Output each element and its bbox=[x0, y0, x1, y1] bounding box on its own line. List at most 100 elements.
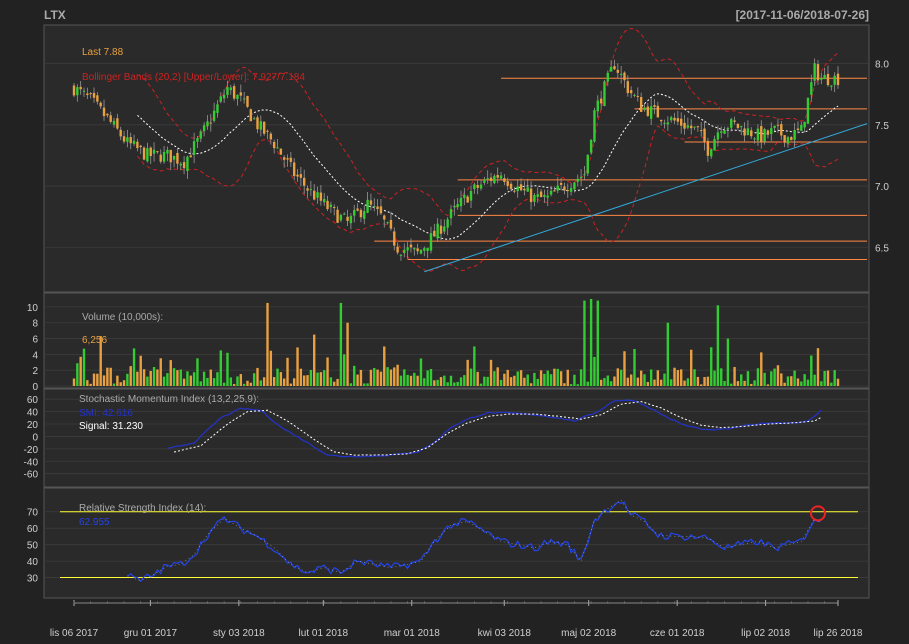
candle-body bbox=[596, 100, 599, 112]
candle-body bbox=[209, 122, 212, 124]
candle-body bbox=[713, 138, 716, 151]
candle-body bbox=[636, 95, 640, 97]
volume-bar bbox=[589, 299, 593, 386]
candle-body bbox=[112, 120, 116, 125]
candle-body bbox=[760, 126, 763, 143]
candle-body bbox=[456, 204, 459, 208]
volume-bar bbox=[252, 373, 256, 386]
candle-body bbox=[469, 191, 473, 201]
rsi-y-tick-label: 70 bbox=[27, 508, 39, 519]
volume-bar bbox=[543, 373, 546, 386]
candle-body bbox=[833, 75, 836, 85]
bbands-upper-line bbox=[137, 27, 839, 216]
volume-bar bbox=[656, 370, 660, 386]
volume-bar bbox=[646, 381, 650, 386]
candle-body bbox=[606, 72, 609, 82]
volume-bar bbox=[473, 346, 476, 386]
candle-body bbox=[556, 185, 559, 191]
candle-body bbox=[489, 177, 493, 182]
candle-body bbox=[683, 122, 686, 129]
volume-bar bbox=[649, 369, 653, 386]
candle-body bbox=[403, 249, 406, 253]
volume-bar bbox=[636, 377, 640, 386]
volume-bar bbox=[333, 381, 336, 386]
volume-bar bbox=[766, 384, 770, 386]
candle-body bbox=[132, 140, 136, 144]
candle-body bbox=[473, 184, 476, 190]
volume-bar bbox=[509, 377, 513, 386]
candle-body bbox=[439, 225, 443, 234]
candle-body bbox=[703, 128, 706, 143]
candle-body bbox=[429, 233, 433, 251]
volume-bar bbox=[79, 356, 82, 386]
volume-bar bbox=[216, 372, 219, 386]
volume-bar bbox=[343, 354, 346, 386]
candle-body bbox=[419, 249, 423, 254]
rsi-value: 62.955 bbox=[79, 517, 110, 528]
volume-bar bbox=[276, 368, 279, 386]
candle-body bbox=[823, 74, 826, 80]
volume-bar bbox=[376, 369, 379, 386]
candle-body bbox=[546, 195, 549, 198]
volume-bar bbox=[236, 376, 239, 386]
volume-bar bbox=[259, 380, 263, 386]
volume-bar bbox=[716, 305, 720, 386]
candle-body bbox=[89, 93, 92, 95]
candle-body bbox=[406, 247, 409, 251]
candle-body bbox=[826, 73, 830, 86]
volume-bar bbox=[503, 373, 506, 386]
volume-bar bbox=[499, 379, 503, 386]
candle-body bbox=[146, 148, 149, 162]
volume-bar bbox=[546, 370, 549, 386]
volume-bar bbox=[633, 349, 636, 386]
volume-bar bbox=[316, 372, 319, 386]
volume-bar bbox=[96, 373, 99, 386]
candle-body bbox=[696, 126, 700, 128]
volume-bar bbox=[593, 356, 596, 386]
candle-body bbox=[186, 156, 189, 171]
volume-bar bbox=[443, 375, 446, 386]
volume-bar bbox=[516, 371, 519, 386]
volume-y-tick-label: 2 bbox=[32, 366, 38, 377]
volume-bar bbox=[346, 322, 349, 386]
volume-bar bbox=[426, 370, 429, 386]
volume-bar bbox=[679, 369, 683, 386]
candle-body bbox=[783, 135, 786, 143]
volume-bar bbox=[526, 374, 529, 386]
candle-body bbox=[459, 197, 463, 207]
volume-bar bbox=[623, 351, 626, 386]
volume-bar bbox=[349, 383, 353, 386]
candle-body bbox=[376, 206, 379, 209]
volume-bar bbox=[136, 371, 139, 386]
candle-body bbox=[766, 130, 770, 135]
volume-bar bbox=[162, 376, 166, 386]
moving-average-line bbox=[137, 93, 839, 240]
volume-bar bbox=[249, 382, 253, 386]
volume-bar bbox=[212, 378, 216, 386]
volume-bar bbox=[690, 349, 693, 386]
candle-body bbox=[593, 110, 596, 142]
volume-bar bbox=[773, 368, 776, 386]
candle-body bbox=[343, 213, 346, 215]
candle-body bbox=[379, 206, 383, 214]
candle-body bbox=[673, 117, 676, 121]
candle-body bbox=[796, 128, 800, 131]
volume-bar bbox=[796, 378, 800, 386]
candle-body bbox=[806, 97, 810, 124]
smi-line bbox=[167, 399, 822, 458]
volume-bar bbox=[686, 378, 690, 386]
rsi-y-tick-label: 60 bbox=[27, 524, 39, 535]
volume-bar bbox=[790, 376, 793, 386]
candle-body bbox=[676, 118, 680, 122]
volume-bar bbox=[172, 368, 176, 386]
volume-bar bbox=[269, 350, 273, 386]
volume-bar bbox=[496, 367, 499, 386]
candle-body bbox=[159, 154, 162, 162]
volume-bar bbox=[746, 371, 750, 386]
candle-body bbox=[800, 124, 803, 131]
candle-body bbox=[349, 216, 353, 224]
candle-body bbox=[286, 158, 289, 160]
volume-bar bbox=[730, 383, 733, 386]
volume-bar bbox=[803, 374, 806, 386]
candle-body bbox=[626, 81, 630, 94]
